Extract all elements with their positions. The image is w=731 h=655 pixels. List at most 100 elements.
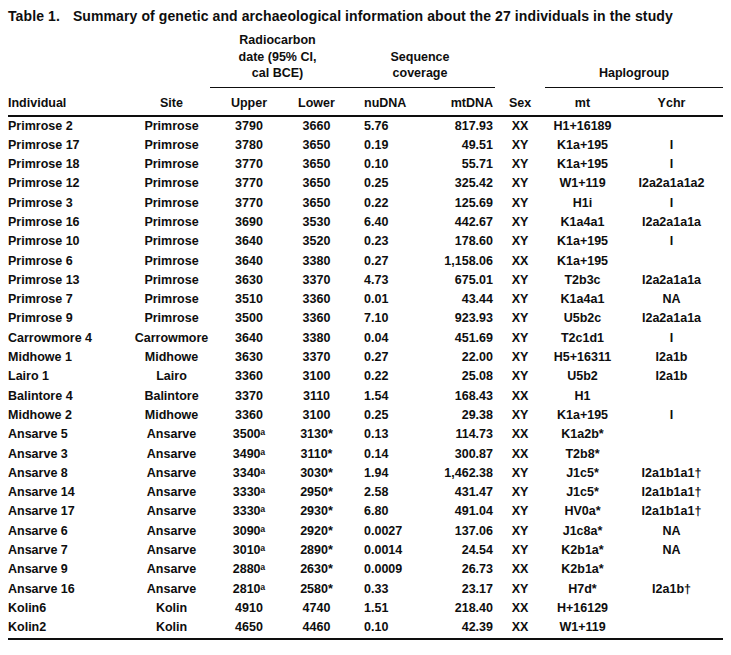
cell-site: Ansarve	[133, 560, 210, 579]
cell-ychr-haplogroup: I	[620, 232, 723, 251]
table-row: Ansarve 5 Ansarve 3500ᵃ 3130* 0.13 114.7…	[8, 425, 723, 444]
cell-lower-date: 3100	[288, 367, 345, 386]
cell-upper-date: 3500	[210, 309, 288, 328]
cell-upper-date: 3010ᵃ	[210, 541, 288, 560]
cell-nudna-coverage: 0.10	[345, 618, 430, 638]
cell-site: Primrose	[133, 290, 210, 309]
cell-lower-date: 3650	[288, 136, 345, 155]
cell-upper-date: 3630	[210, 348, 288, 367]
table-row: Ansarve 14 Ansarve 3330ᵃ 2950* 2.58 431.…	[8, 483, 723, 502]
cell-upper-date: 3770	[210, 174, 288, 193]
cell-individual: Primrose 18	[8, 155, 133, 174]
cell-lower-date: 3650	[288, 194, 345, 213]
cell-ychr-haplogroup: I2a2a1a1a	[620, 213, 723, 232]
data-table: Radiocarbon date (95% CI, cal BCE) Seque…	[8, 26, 723, 640]
cell-upper-date: 3780	[210, 136, 288, 155]
cell-individual: Kolin2	[8, 618, 133, 638]
table-row: Primrose 9 Primrose 3500 3360 7.10 923.9…	[8, 309, 723, 328]
cell-mtdna-coverage: 451.69	[430, 329, 495, 348]
cell-mt-haplogroup: W1+119	[545, 618, 620, 638]
cell-nudna-coverage: 4.73	[345, 271, 430, 290]
cell-nudna-coverage: 7.10	[345, 309, 430, 328]
table-row: Primrose 18 Primrose 3770 3650 0.10 55.7…	[8, 155, 723, 174]
cell-mt-haplogroup: H+16129	[545, 599, 620, 618]
cell-individual: Ansarve 9	[8, 560, 133, 579]
group-header-sequence-coverage: Sequence coverage	[345, 26, 495, 88]
cell-upper-date: 3640	[210, 232, 288, 251]
cell-nudna-coverage: 0.22	[345, 194, 430, 213]
cell-upper-date: 3370	[210, 387, 288, 406]
cell-nudna-coverage: 0.04	[345, 329, 430, 348]
cell-lower-date: 3370	[288, 271, 345, 290]
cell-ychr-haplogroup: I	[620, 406, 723, 425]
column-header-nudna: nuDNA	[345, 88, 430, 116]
cell-individual: Lairo 1	[8, 367, 133, 386]
cell-individual: Primrose 2	[8, 116, 133, 136]
table-row: Ansarve 7 Ansarve 3010ᵃ 2890* 0.0014 24.…	[8, 541, 723, 560]
cell-mt-haplogroup: K1a2b*	[545, 425, 620, 444]
cell-site: Ansarve	[133, 483, 210, 502]
cell-individual: Primrose 13	[8, 271, 133, 290]
cell-sex: XY	[495, 309, 545, 328]
cell-lower-date: 2630*	[288, 560, 345, 579]
cell-sex: XY	[495, 290, 545, 309]
cell-lower-date: 3370	[288, 348, 345, 367]
cell-sex: XX	[495, 252, 545, 271]
cell-lower-date: 3360	[288, 290, 345, 309]
cell-nudna-coverage: 0.25	[345, 174, 430, 193]
table-row: Primrose 16 Primrose 3690 3530 6.40 442.…	[8, 213, 723, 232]
table-row: Ansarve 9 Ansarve 2880ᵃ 2630* 0.0009 26.…	[8, 560, 723, 579]
cell-site: Ansarve	[133, 541, 210, 560]
group-header-spacer-individual	[8, 26, 133, 88]
cell-lower-date: 2950*	[288, 483, 345, 502]
cell-individual: Balintore 4	[8, 387, 133, 406]
cell-individual: Ansarve 16	[8, 580, 133, 599]
cell-sex: XY	[495, 367, 545, 386]
cell-individual: Ansarve 7	[8, 541, 133, 560]
cell-lower-date: 3660	[288, 116, 345, 136]
cell-sex: XX	[495, 618, 545, 638]
table-row: Primrose 13 Primrose 3630 3370 4.73 675.…	[8, 271, 723, 290]
cell-nudna-coverage: 1.54	[345, 387, 430, 406]
group-header-spacer-sex	[495, 26, 545, 88]
cell-nudna-coverage: 0.0009	[345, 560, 430, 579]
cell-sex: XX	[495, 560, 545, 579]
cell-site: Ansarve	[133, 425, 210, 444]
cell-ychr-haplogroup: I2a1b	[620, 348, 723, 367]
cell-individual: Primrose 9	[8, 309, 133, 328]
cell-ychr-haplogroup	[620, 560, 723, 579]
cell-nudna-coverage: 0.27	[345, 252, 430, 271]
cell-ychr-haplogroup	[620, 425, 723, 444]
cell-ychr-haplogroup	[620, 252, 723, 271]
cell-site: Midhowe	[133, 348, 210, 367]
cell-lower-date: 3130*	[288, 425, 345, 444]
cell-nudna-coverage: 6.80	[345, 502, 430, 521]
cell-upper-date: 3790	[210, 116, 288, 136]
cell-ychr-haplogroup: I2a1b1a1†	[620, 502, 723, 521]
cell-upper-date: 3330ᵃ	[210, 502, 288, 521]
cell-nudna-coverage: 6.40	[345, 213, 430, 232]
cell-mt-haplogroup: T2b3c	[545, 271, 620, 290]
cell-lower-date: 3650	[288, 174, 345, 193]
cell-ychr-haplogroup: I	[620, 194, 723, 213]
cell-upper-date: 3090ᵃ	[210, 522, 288, 541]
cell-nudna-coverage: 0.22	[345, 367, 430, 386]
cell-individual: Primrose 7	[8, 290, 133, 309]
cell-individual: Primrose 17	[8, 136, 133, 155]
table-row: Carrowmore 4 Carrowmore 3640 3380 0.04 4…	[8, 329, 723, 348]
cell-ychr-haplogroup: NA	[620, 541, 723, 560]
cell-sex: XY	[495, 155, 545, 174]
cell-sex: XY	[495, 329, 545, 348]
group-header-spacer-site	[133, 26, 210, 88]
cell-mtdna-coverage: 817.93	[430, 116, 495, 136]
cell-nudna-coverage: 1.94	[345, 464, 430, 483]
cell-mt-haplogroup: K2b1a*	[545, 560, 620, 579]
cell-mt-haplogroup: H7d*	[545, 580, 620, 599]
cell-sex: XY	[495, 522, 545, 541]
cell-mtdna-coverage: 55.71	[430, 155, 495, 174]
cell-mt-haplogroup: H1	[545, 387, 620, 406]
cell-site: Primrose	[133, 271, 210, 290]
cell-nudna-coverage: 0.23	[345, 232, 430, 251]
table-row: Primrose 6 Primrose 3640 3380 0.27 1,158…	[8, 252, 723, 271]
table-row: Midhowe 1 Midhowe 3630 3370 0.27 22.00 X…	[8, 348, 723, 367]
